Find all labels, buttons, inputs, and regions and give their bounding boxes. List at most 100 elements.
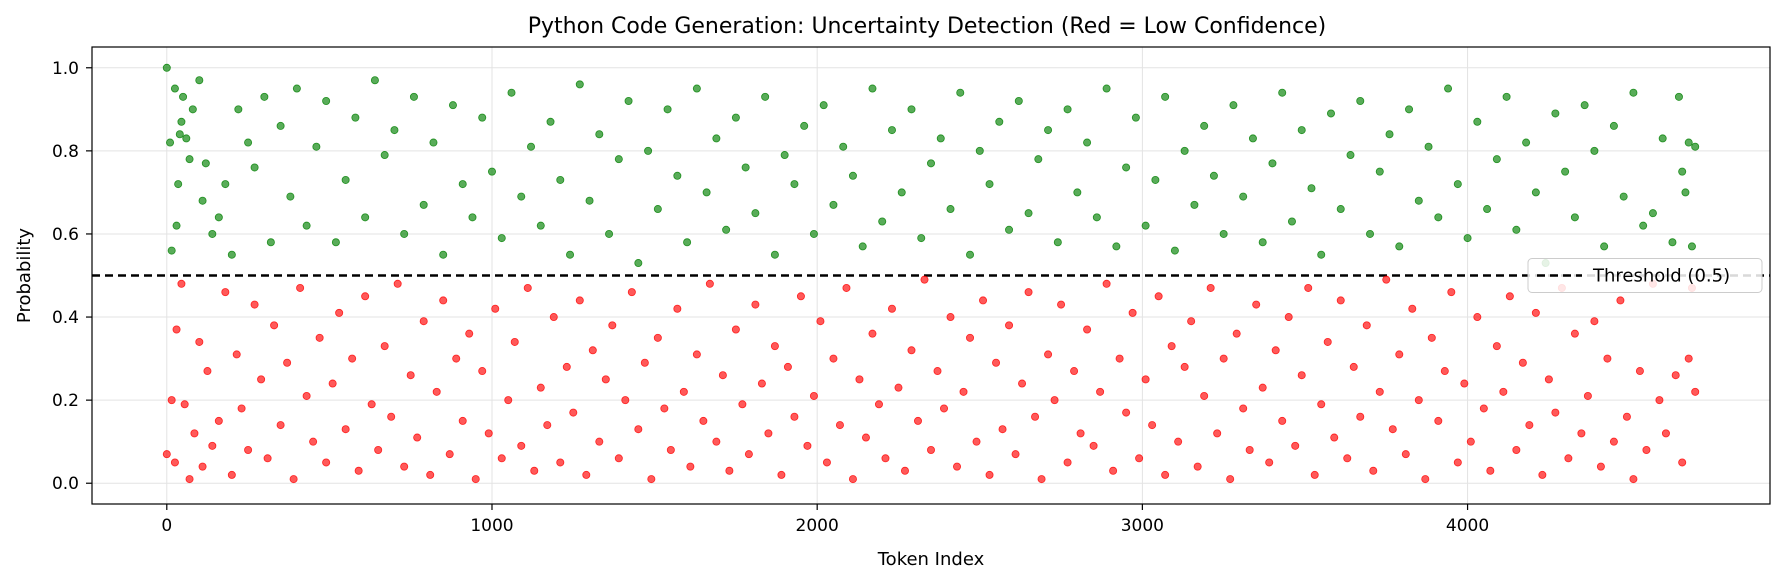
high-confidence-point [1453,180,1462,189]
x-tick-label: 3000 [1121,516,1164,536]
high-confidence-point [1405,105,1414,114]
high-confidence-point [266,238,275,247]
low-confidence-point [1684,354,1693,363]
low-confidence-point [796,292,805,301]
low-confidence-point [1596,462,1605,471]
low-confidence-point [1518,358,1527,367]
high-confidence-point [351,113,360,122]
low-confidence-point [322,458,331,467]
high-confidence-point [946,205,955,214]
low-confidence-point [927,445,936,454]
low-confidence-point [244,445,253,454]
high-confidence-point [312,142,321,151]
low-confidence-point [1063,458,1072,467]
high-confidence-point [1131,113,1140,122]
low-confidence-point [1304,283,1313,292]
low-confidence-point [1473,313,1482,322]
low-confidence-point [595,437,604,446]
high-confidence-point [497,234,506,243]
low-confidence-point [387,412,396,421]
high-confidence-point [897,188,906,197]
high-confidence-point [409,92,418,101]
high-confidence-point [1395,242,1404,251]
high-confidence-point [936,134,945,143]
high-confidence-point [507,88,516,97]
low-confidence-point [1512,445,1521,454]
low-confidence-point [1031,412,1040,421]
low-confidence-point [900,466,909,475]
high-confidence-point [1687,242,1696,251]
high-confidence-point [276,121,285,130]
low-confidence-point [185,475,194,484]
high-confidence-point [966,250,975,259]
high-confidence-point [858,242,867,251]
high-confidence-point [429,138,438,147]
low-confidence-point [627,288,636,297]
high-confidence-point [1317,250,1326,259]
high-confidence-point [162,63,171,72]
low-confidence-point [894,383,903,392]
high-confidence-point [260,92,269,101]
high-confidence-point [1385,130,1394,139]
high-confidence-point [673,171,682,180]
high-confidence-point [839,142,848,151]
low-confidence-point [1466,437,1475,446]
low-confidence-point [1479,404,1488,413]
high-confidence-point [174,180,183,189]
low-confidence-point [1395,350,1404,359]
high-confidence-point [585,196,594,205]
low-confidence-point [510,337,519,346]
high-confidence-point [829,200,838,209]
low-confidence-point [744,450,753,459]
low-confidence-point [1635,367,1644,376]
low-confidence-point [302,391,311,400]
low-confidence-point [1076,429,1085,438]
low-confidence-point [1323,337,1332,346]
low-confidence-point [1486,466,1495,475]
low-confidence-point [309,437,318,446]
low-confidence-point [354,466,363,475]
high-confidence-point [683,238,692,247]
high-confidence-point [1668,238,1677,247]
low-confidence-point [575,296,584,305]
plot-frame [91,46,1771,505]
high-confidence-point [250,163,259,172]
x-tick-label: 4000 [1446,516,1489,536]
high-confidence-point [380,151,389,160]
x-tick-label: 1000 [470,516,513,536]
low-confidence-point [757,379,766,388]
high-confidence-point [1083,138,1092,147]
low-confidence-point [621,396,630,405]
low-confidence-point [1148,421,1157,430]
low-confidence-point [673,304,682,313]
high-confidence-point [1551,109,1560,118]
low-confidence-point [1616,296,1625,305]
low-confidence-points [162,275,1700,484]
low-confidence-point [1284,313,1293,322]
high-confidence-point [848,171,857,180]
low-confidence-point [1115,354,1124,363]
high-confidence-point [887,126,896,135]
y-axis-label: Probability [14,228,35,323]
low-confidence-point [1239,404,1248,413]
low-confidence-point [1629,475,1638,484]
low-confidence-point [283,358,292,367]
low-confidence-point [497,454,506,463]
low-confidence-point [822,458,831,467]
high-confidence-point [712,134,721,143]
high-confidence-point [809,229,818,238]
low-confidence-point [1551,408,1560,417]
high-confidence-point [175,130,184,139]
low-confidence-point [1349,362,1358,371]
low-confidence-point [998,425,1007,434]
low-confidence-point [783,362,792,371]
high-confidence-point [322,97,331,106]
high-confidence-point [1044,126,1053,135]
high-confidence-point [1073,188,1082,197]
low-confidence-point [712,437,721,446]
low-confidence-point [1245,445,1254,454]
low-confidence-point [686,462,695,471]
low-confidence-point [861,433,870,442]
low-confidence-point [1421,475,1430,484]
